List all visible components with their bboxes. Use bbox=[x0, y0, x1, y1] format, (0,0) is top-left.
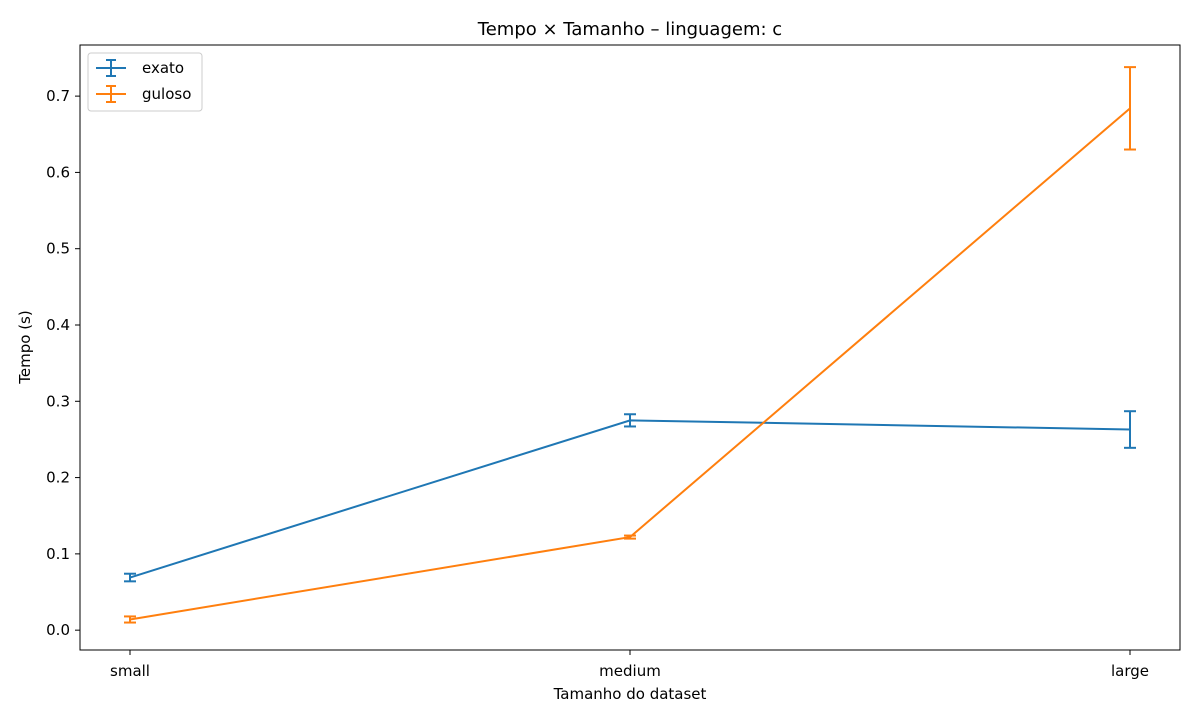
chart-title: Tempo × Tamanho – linguagem: c bbox=[477, 19, 782, 40]
plot-area bbox=[124, 66, 1136, 624]
legend-label: guloso bbox=[142, 85, 191, 103]
y-tick-label: 0.4 bbox=[46, 316, 70, 334]
y-axis-title: Tempo (s) bbox=[16, 310, 34, 384]
x-axis: small medium large bbox=[110, 650, 1149, 680]
error-bar bbox=[624, 534, 636, 540]
error-bar bbox=[124, 615, 136, 624]
y-tick-label: 0.3 bbox=[46, 392, 70, 410]
error-bar bbox=[124, 572, 136, 583]
legend-label: exato bbox=[142, 59, 184, 77]
series-exato bbox=[124, 410, 1136, 583]
y-tick-label: 0.6 bbox=[46, 163, 70, 181]
x-tick-label: medium bbox=[599, 662, 661, 680]
y-axis: 0.0 0.1 0.2 0.3 0.4 0.5 0.6 0.7 bbox=[46, 87, 80, 639]
y-tick-label: 0.2 bbox=[46, 469, 70, 487]
x-tick-label: large bbox=[1111, 662, 1149, 680]
series-guloso bbox=[124, 66, 1136, 624]
y-tick-label: 0.7 bbox=[46, 87, 70, 105]
error-bar bbox=[624, 413, 636, 428]
legend-item-guloso: guloso bbox=[96, 85, 191, 103]
legend-item-exato: exato bbox=[96, 59, 184, 77]
x-axis-title: Tamanho do dataset bbox=[553, 685, 707, 703]
x-tick-label: small bbox=[110, 662, 150, 680]
error-bar bbox=[1124, 66, 1136, 151]
error-bar bbox=[1124, 410, 1136, 449]
y-tick-label: 0.0 bbox=[46, 621, 70, 639]
y-tick-label: 0.5 bbox=[46, 240, 70, 258]
y-tick-label: 0.1 bbox=[46, 545, 70, 563]
legend: exato guloso bbox=[87, 52, 203, 112]
